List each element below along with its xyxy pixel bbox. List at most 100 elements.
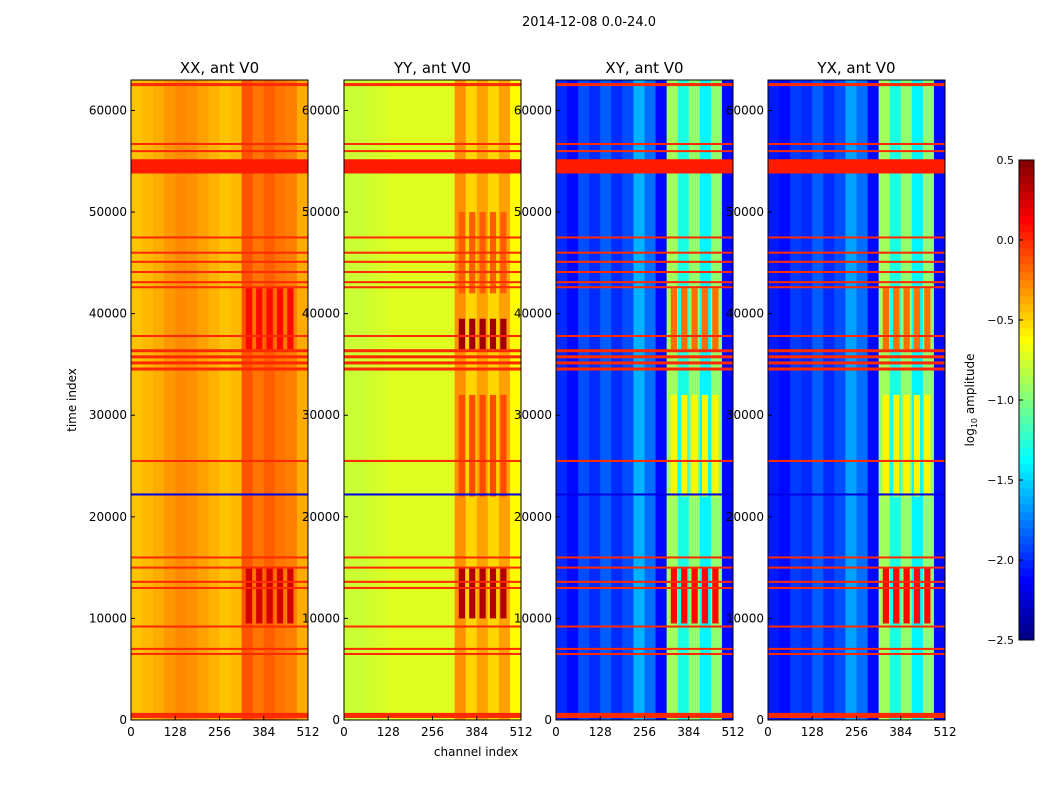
colorbar-segment [1019,424,1034,433]
colorbar-segment [1019,288,1034,297]
heatmap-flag-line [556,251,733,254]
heatmap-channel-bin [867,80,880,720]
colorbar-segment [1019,208,1034,217]
colorbar-segment [1019,608,1034,617]
colorbar-segment [1019,256,1034,265]
heatmap-channel-bin [274,80,287,720]
x-tick-label: 384 [465,725,488,739]
heatmap-hot-block [893,567,900,624]
heatmap-channel-bin [131,80,143,720]
colorbar-segment [1019,408,1034,417]
colorbar-segment [1019,336,1034,345]
colorbar-segment [1019,632,1034,641]
heatmap-flag-line [556,83,733,87]
heatmap-hot-block [701,567,709,624]
heatmap-flag-line [556,236,733,239]
y-tick-label: 40000 [514,307,552,321]
heatmap-flag-line [556,349,733,353]
colorbar-segment [1019,376,1034,385]
colorbar-segment [1019,392,1034,401]
heatmap-flag-line [344,566,521,569]
y-tick-label: 60000 [89,103,127,117]
colorbar-segment [1019,488,1034,497]
x-tick-label: 512 [722,725,745,739]
colorbar-segment [1019,568,1034,577]
panel-title: YX, ant V0 [816,59,895,77]
heatmap-channel-bin [779,80,791,720]
colorbar-segment [1019,368,1034,377]
heatmap-channel-bin [186,80,198,720]
heatmap-flag-line [344,251,521,254]
heatmap-hot-block [913,394,921,497]
heatmap-flag-line [344,586,521,589]
colorbar-segment [1019,160,1034,169]
heatmap-hot-block [903,567,910,624]
heatmap-hot-block [489,318,497,350]
heatmap-channel-bin [219,80,232,720]
heatmap-flag-line [131,361,308,365]
heatmap-flag-line [344,367,521,371]
heatmap-hot-block [670,288,677,350]
heatmap-hot-block [276,288,284,350]
heatmap-channel-bin [589,80,601,720]
y-tick-label: 60000 [302,103,340,117]
heatmap-flag-line [556,556,733,559]
colorbar-segment [1019,168,1034,177]
heatmap-hot-block [701,288,709,350]
heatmap-hot-block [903,288,910,350]
heatmap-flag-line [556,334,733,338]
heatmap-flag-line [768,586,945,589]
heatmap-hot-block [500,394,507,497]
heatmap-hot-block [266,567,273,624]
x-tick-label: 384 [677,725,700,739]
heatmap-channel-bin [801,80,813,720]
heatmap-flag-line [131,586,308,589]
y-tick-label: 20000 [89,510,127,524]
panel-0: XX, ant V0 0 128 256 384 512 0 10000 20000 30000 4… [89,59,320,739]
heatmap-flag-line [344,493,521,496]
colorbar-segment [1019,352,1034,361]
colorbar-tick-label: 0.0 [997,234,1015,247]
heatmap-flag-line [556,625,733,628]
heatmap-hot-block [469,318,476,350]
heatmap-channel-bin [252,80,265,720]
heatmap-hot-block [245,288,252,350]
heatmap-hot-block [469,567,476,619]
y-tick-label: 20000 [726,510,764,524]
heatmap-flag-line [131,355,308,359]
heatmap-flag-line [131,566,308,569]
y-tick-label: 60000 [514,103,552,117]
x-tick-label: 128 [164,725,187,739]
heatmap-flag-line [131,150,308,153]
colorbar-segment [1019,344,1034,353]
colorbar-segment [1019,576,1034,585]
heatmap-flag-line [131,493,308,496]
colorbar: 0.5 0.0 −0.5 −1.0 −1.5 −2.0 −2.5 [987,154,1035,647]
heatmap-flag-line [768,625,945,628]
colorbar-segment [1019,176,1034,185]
heatmap-channel-bin [834,80,846,720]
heatmap-hot-block [489,567,497,619]
heatmap-flag-line [768,260,945,263]
colorbar-segment [1019,464,1034,473]
colorbar-segment [1019,360,1034,369]
heatmap-hot-block [913,288,921,350]
heatmap-hot-block [712,394,719,497]
colorbar-segment [1019,216,1034,225]
y-tick-label: 50000 [726,205,764,219]
heatmap-flag-line [344,355,521,359]
y-tick-label: 20000 [302,510,340,524]
heatmap-hot-block [913,567,921,624]
heatmap-hot-block [893,394,900,497]
heatmap-flag-line [556,647,733,650]
heatmap-hot-block [479,318,486,350]
heatmap-channel-bin [344,80,356,720]
heatmap-flag-line [131,652,308,655]
colorbar-segment [1019,200,1034,209]
y-tick-label: 10000 [726,611,764,625]
heatmap-flag-line [131,159,308,174]
colorbar-segment [1019,496,1034,505]
heatmap-flag-line [131,281,308,284]
colorbar-segment [1019,456,1034,465]
heatmap-flag-line [768,355,945,359]
